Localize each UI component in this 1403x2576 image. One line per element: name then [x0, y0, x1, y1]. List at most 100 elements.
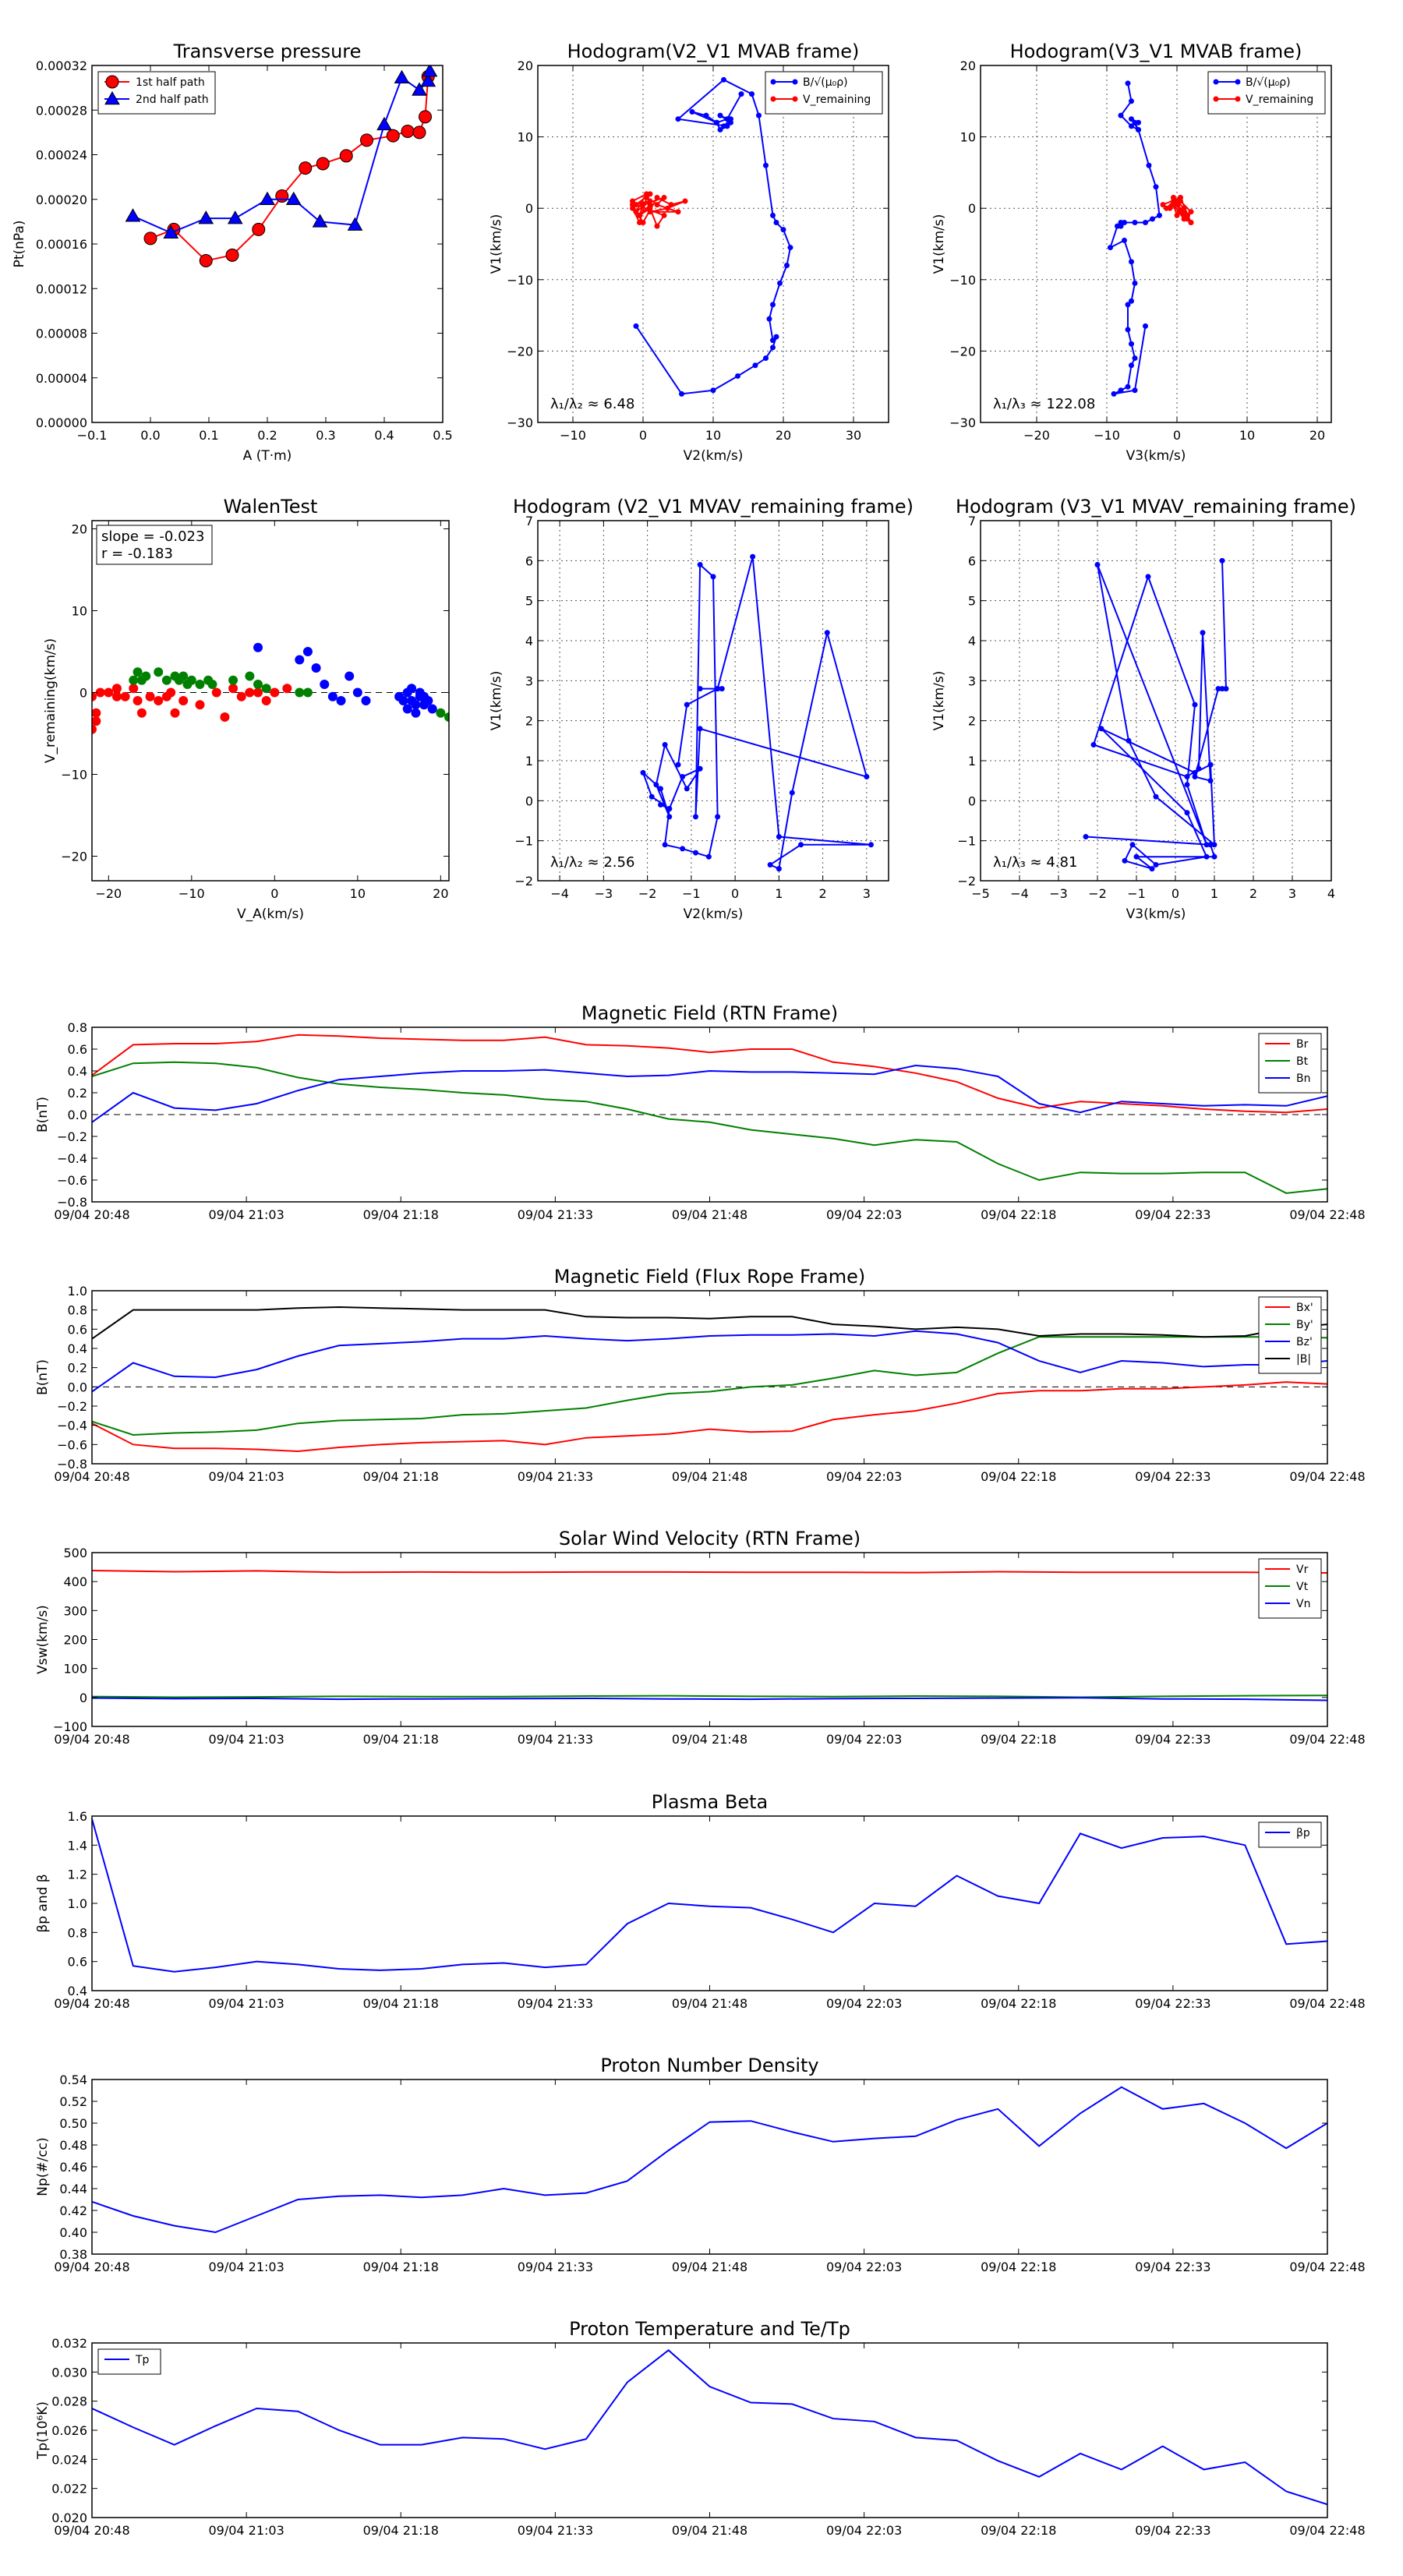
x-tick-label: 0: [639, 428, 647, 443]
y-tick-label: 0.6: [68, 1322, 87, 1337]
x-tick-label: 09/04 21:48: [672, 1469, 747, 1484]
y-tick-label: 0.2: [68, 1086, 87, 1101]
data-point: [658, 801, 663, 807]
data-point: [412, 125, 426, 140]
y-axis-label: B(nT): [35, 1097, 51, 1133]
data-point: [411, 708, 421, 718]
data-point: [1207, 761, 1214, 768]
series-line-βp: [92, 1818, 1327, 1973]
x-tick-label: 09/04 22:33: [1135, 1207, 1210, 1222]
y-tick-label: 2: [968, 714, 976, 729]
data-point: [693, 850, 698, 856]
data-point: [770, 345, 776, 351]
x-tick-label: 09/04 21:18: [363, 1996, 439, 2011]
y-tick-label: 6: [968, 553, 976, 568]
y-tick-label: −10: [949, 273, 976, 288]
data-point: [665, 205, 670, 211]
y-tick-label: 0.020: [51, 2511, 87, 2525]
y-tick-label: −0.2: [57, 1399, 87, 1414]
y-tick-label: 3: [525, 673, 533, 688]
legend-label: Vn: [1296, 1598, 1310, 1610]
x-tick-label: 09/04 21:48: [672, 1732, 747, 1747]
y-tick-label: 0.2: [68, 1361, 87, 1376]
data-point: [697, 726, 703, 732]
legend: [1258, 1296, 1322, 1374]
x-axis-label: V3(km/s): [1126, 906, 1186, 922]
x-tick-label: 0.3: [316, 428, 335, 443]
x-tick-label: −5: [971, 886, 990, 901]
x-tick-label: 09/04 20:48: [54, 1207, 129, 1222]
data-point: [1118, 387, 1124, 394]
data-point: [186, 675, 196, 685]
data-point: [199, 253, 213, 267]
legend: [97, 2348, 161, 2375]
x-axis-label: V2(km/s): [684, 448, 744, 464]
y-tick-label: 0.00024: [36, 148, 87, 163]
x-tick-label: −2: [1088, 886, 1107, 901]
legend: [1207, 71, 1326, 115]
y-tick-label: 0.4: [68, 1341, 87, 1356]
y-tick-label: −0.2: [57, 1129, 87, 1144]
y-axis-label: V1(km/s): [931, 671, 947, 731]
y-tick-label: 10: [72, 604, 87, 619]
chart-solar-wind-velocity: 09/04 20:48 09/04 21:03 09/04 21:18 09/04 2…: [35, 1528, 1366, 1747]
axes-frame: [91, 2079, 1328, 2255]
data-point: [1184, 782, 1190, 788]
x-tick-label: 09/04 22:03: [826, 1207, 902, 1222]
y-tick-label: −30: [507, 415, 533, 430]
data-point: [1171, 194, 1176, 200]
data-point: [1118, 223, 1124, 229]
data-point: [1178, 209, 1183, 215]
data-point: [750, 553, 756, 560]
axes-frame: [537, 520, 889, 882]
y-tick-label: 20: [72, 522, 87, 537]
y-tick-label: 1.0: [68, 1284, 87, 1299]
x-tick-label: 09/04 22:48: [1289, 1207, 1365, 1222]
legend-label: V_remaining: [803, 94, 871, 106]
x-tick-label: 1: [1210, 886, 1218, 901]
y-tick-label: 0.00012: [36, 281, 87, 296]
data-point: [261, 696, 271, 705]
data-point: [1160, 202, 1166, 208]
plot-area: [92, 1818, 1327, 1973]
data-point: [1211, 842, 1217, 848]
data-point: [630, 205, 635, 211]
y-tick-label: 1.2: [68, 1868, 87, 1882]
y-tick-label: −0.8: [57, 1457, 87, 1472]
y-tick-label: 100: [63, 1662, 87, 1677]
y-tick-label: 6: [525, 553, 533, 568]
y-tick-label: −2: [957, 874, 976, 889]
legend-marker: [1235, 96, 1241, 102]
data-point: [275, 189, 289, 203]
x-tick-label: −0.1: [77, 428, 108, 443]
data-point: [143, 231, 157, 246]
axes-frame: [91, 2342, 1328, 2518]
data-point: [245, 687, 255, 698]
data-point: [714, 119, 719, 125]
data-point: [228, 684, 239, 694]
axes-frame: [980, 65, 1332, 423]
y-tick-label: −20: [949, 344, 976, 359]
data-point: [420, 73, 436, 87]
data-point: [225, 248, 239, 262]
x-tick-label: 09/04 21:03: [208, 2260, 284, 2274]
data-point: [1133, 853, 1140, 860]
plot-area: [630, 76, 793, 397]
data-point: [719, 686, 725, 692]
data-point: [236, 691, 246, 701]
chart-title: Solar Wind Velocity (RTN Frame): [559, 1528, 861, 1549]
x-tick-label: −20: [1023, 428, 1050, 443]
x-tick-label: 0.4: [374, 428, 394, 443]
data-point: [763, 355, 769, 362]
data-point: [111, 684, 122, 694]
legend-label: Bx': [1296, 1302, 1313, 1314]
data-point: [161, 675, 171, 685]
chart-title: Hodogram(V3_V1 MVAB frame): [1010, 41, 1302, 62]
data-point: [133, 667, 143, 677]
data-point: [336, 696, 346, 705]
x-tick-label: 09/04 21:33: [518, 1732, 593, 1747]
chart-proton-number-density: 09/04 20:48 09/04 21:03 09/04 21:18 09/04 2…: [35, 2055, 1366, 2274]
y-tick-label: −10: [507, 273, 533, 288]
data-point: [1219, 686, 1225, 692]
data-point: [787, 245, 793, 251]
